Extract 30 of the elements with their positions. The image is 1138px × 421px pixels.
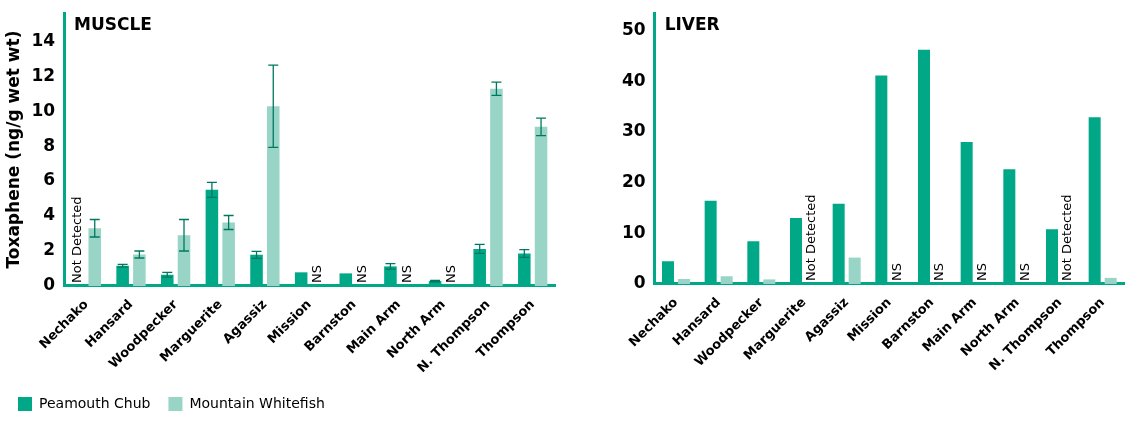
- y-tick-label: 4: [43, 204, 56, 225]
- chart-title: MUSCLE: [74, 14, 152, 35]
- annotation: NS: [398, 264, 414, 283]
- annotation: Not Detected: [1059, 194, 1075, 281]
- y-tick-label: 50: [621, 18, 646, 39]
- y-tick-label: 0: [43, 274, 56, 295]
- legend-label: Peamouth Chub: [39, 394, 151, 411]
- y-tick-label: 20: [621, 170, 646, 191]
- annotation: NS: [888, 262, 904, 281]
- annotation: NS: [353, 264, 369, 283]
- y-tick-label: 12: [31, 64, 56, 85]
- chart-title: LIVER: [664, 14, 720, 35]
- y-axis-title: Toxaphene (ng/g wet wt): [2, 30, 23, 269]
- annotation: NS: [974, 262, 990, 281]
- annotation: NS: [1016, 262, 1032, 281]
- annotation: NS: [931, 262, 947, 281]
- y-tick-label: 14: [31, 29, 56, 50]
- y-tick-label: 30: [621, 120, 646, 141]
- annotation: Not Detected: [69, 196, 85, 283]
- annotation: Not Detected: [803, 194, 819, 281]
- y-tick-label: 2: [43, 239, 56, 260]
- y-tick-label: 6: [43, 169, 56, 190]
- y-tick-label: 10: [31, 99, 56, 120]
- annotation: NS: [443, 264, 459, 283]
- y-tick-label: 40: [621, 69, 646, 90]
- legend-label: Mountain Whitefish: [189, 394, 325, 411]
- y-tick-label: 0: [633, 272, 646, 293]
- annotation: NS: [309, 264, 325, 283]
- y-tick-label: 10: [621, 221, 646, 242]
- y-tick-label: 8: [43, 134, 56, 155]
